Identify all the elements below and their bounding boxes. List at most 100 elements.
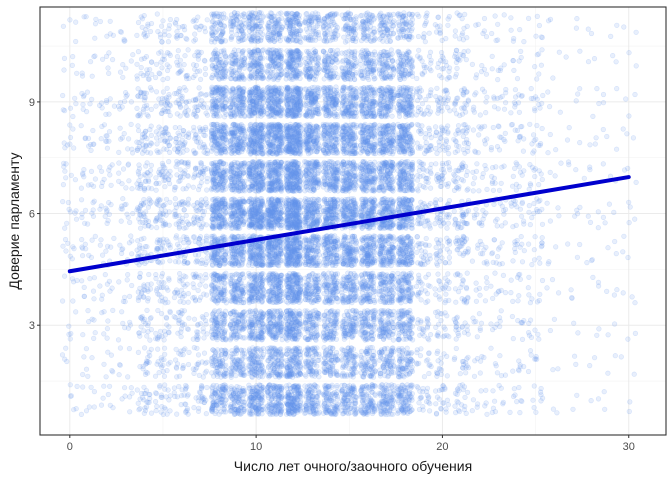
data-point xyxy=(140,219,146,226)
data-point xyxy=(221,11,227,17)
data-point xyxy=(83,108,90,115)
data-point xyxy=(92,176,98,182)
data-point xyxy=(73,19,79,25)
data-point xyxy=(138,64,144,71)
data-point xyxy=(164,85,170,91)
data-point xyxy=(174,158,180,165)
data-point xyxy=(167,359,173,365)
data-point xyxy=(83,366,90,372)
data-point xyxy=(167,308,173,314)
data-point xyxy=(134,73,140,79)
data-point xyxy=(119,104,125,110)
data-point xyxy=(161,53,167,59)
data-point xyxy=(81,293,87,299)
data-point xyxy=(159,273,165,279)
data-point xyxy=(135,93,141,99)
data-point xyxy=(219,403,225,409)
data-point xyxy=(260,293,266,299)
data-point xyxy=(185,260,191,266)
data-point xyxy=(92,21,99,27)
data-point xyxy=(209,355,215,362)
data-point xyxy=(137,185,143,192)
data-point xyxy=(127,219,133,225)
data-point xyxy=(135,289,141,295)
data-point xyxy=(90,200,96,206)
data-point xyxy=(104,145,110,151)
data-point xyxy=(227,354,234,360)
data-point xyxy=(238,37,244,43)
data-point xyxy=(233,212,239,218)
data-point xyxy=(141,384,147,390)
data-point xyxy=(217,17,223,23)
data-point xyxy=(86,319,92,325)
data-point xyxy=(209,407,215,413)
data-point xyxy=(210,24,216,30)
data-point xyxy=(98,168,105,174)
data-point xyxy=(231,386,238,392)
data-point xyxy=(136,330,142,336)
data-point xyxy=(154,141,160,147)
data-point xyxy=(101,383,107,389)
data-point xyxy=(104,220,110,226)
data-point xyxy=(234,234,241,240)
data-point xyxy=(141,185,147,191)
data-point xyxy=(204,105,210,111)
data-point xyxy=(121,36,127,43)
data-point xyxy=(220,91,226,97)
data-point xyxy=(123,65,129,71)
data-point xyxy=(178,33,184,39)
data-point xyxy=(129,390,135,396)
data-point xyxy=(162,32,168,38)
data-point xyxy=(239,253,245,259)
data-point xyxy=(91,335,97,342)
data-point xyxy=(165,39,171,45)
data-point xyxy=(142,345,148,351)
data-point xyxy=(137,182,143,188)
data-point xyxy=(135,19,142,26)
data-point xyxy=(144,170,150,176)
data-point xyxy=(87,276,93,282)
data-point xyxy=(259,196,265,202)
data-point xyxy=(142,371,149,378)
data-point xyxy=(123,201,129,207)
data-point xyxy=(153,330,159,337)
data-point xyxy=(246,262,252,268)
data-point xyxy=(79,90,85,97)
data-point xyxy=(109,368,115,374)
data-point xyxy=(99,123,105,130)
scatter-points xyxy=(59,10,639,418)
data-point xyxy=(82,135,88,142)
data-point xyxy=(81,354,87,360)
data-point xyxy=(86,404,92,410)
data-point xyxy=(148,141,155,147)
data-point xyxy=(105,391,111,398)
data-point xyxy=(191,124,197,130)
data-point xyxy=(82,135,88,141)
data-point xyxy=(228,372,234,379)
data-point xyxy=(157,31,163,38)
data-point xyxy=(167,393,173,399)
data-point xyxy=(166,142,172,149)
data-point xyxy=(64,142,70,148)
data-point xyxy=(203,368,209,374)
data-point xyxy=(141,213,147,219)
data-point xyxy=(149,59,155,65)
data-point xyxy=(111,235,117,241)
data-point xyxy=(121,38,127,44)
data-point xyxy=(147,85,153,91)
data-point xyxy=(138,89,144,95)
data-point xyxy=(229,23,235,29)
data-point xyxy=(212,209,218,215)
data-point xyxy=(203,283,209,289)
data-point xyxy=(223,55,229,61)
data-point xyxy=(259,403,266,410)
data-point xyxy=(166,33,172,39)
data-point xyxy=(259,322,266,328)
data-point xyxy=(91,317,97,323)
data-point xyxy=(140,366,146,372)
data-point xyxy=(141,294,147,300)
data-point xyxy=(73,309,79,315)
data-point xyxy=(148,162,154,168)
data-point xyxy=(119,309,125,315)
data-point xyxy=(196,27,202,33)
